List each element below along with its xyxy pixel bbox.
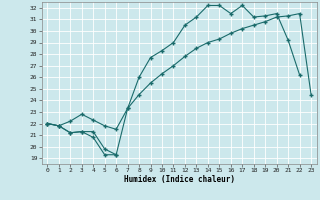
X-axis label: Humidex (Indice chaleur): Humidex (Indice chaleur)	[124, 175, 235, 184]
